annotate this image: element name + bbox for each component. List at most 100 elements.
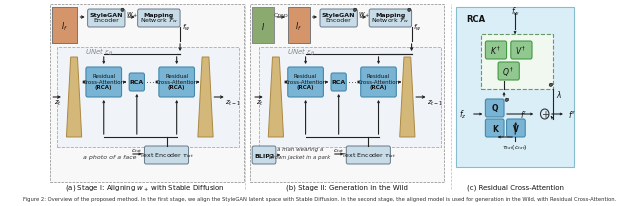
- Text: Residual: Residual: [92, 73, 115, 78]
- Bar: [288, 8, 310, 44]
- Text: a man wearing a: a man wearing a: [276, 147, 323, 152]
- Bar: [259, 48, 441, 147]
- Text: ···: ···: [146, 78, 155, 88]
- Text: (RCA): (RCA): [297, 85, 314, 90]
- Text: $\lambda$: $\lambda$: [556, 89, 562, 100]
- Text: $c_{txt}$: $c_{txt}$: [131, 146, 143, 154]
- Polygon shape: [400, 58, 415, 137]
- Text: Cross-Attention: Cross-Attention: [358, 79, 399, 84]
- Text: Mapping: Mapping: [144, 12, 174, 18]
- Text: Residual: Residual: [165, 73, 188, 78]
- Text: $c_{txt}$: $c_{txt}$: [333, 146, 344, 154]
- Text: (RCA): (RCA): [168, 85, 186, 90]
- FancyBboxPatch shape: [369, 10, 412, 28]
- Text: RCA: RCA: [466, 15, 485, 24]
- Bar: [408, 9, 410, 11]
- Text: BLIP2: BLIP2: [254, 153, 274, 158]
- Bar: [122, 9, 124, 11]
- FancyBboxPatch shape: [346, 146, 390, 164]
- Text: Encoder: Encoder: [326, 18, 351, 23]
- Text: StyleGAN: StyleGAN: [322, 12, 355, 18]
- FancyBboxPatch shape: [485, 99, 504, 117]
- Text: a photo of a face: a photo of a face: [83, 155, 136, 160]
- Text: $z_{t-1}$: $z_{t-1}$: [428, 98, 444, 107]
- Text: +: +: [541, 109, 548, 119]
- Bar: [252, 8, 274, 44]
- Text: Mapping: Mapping: [375, 12, 406, 18]
- FancyBboxPatch shape: [511, 42, 532, 60]
- Bar: [506, 98, 508, 100]
- Text: $I_f$: $I_f$: [296, 21, 302, 33]
- Text: Text Encoder $\tau_{txt}$: Text Encoder $\tau_{txt}$: [139, 151, 194, 160]
- FancyBboxPatch shape: [145, 146, 189, 164]
- FancyBboxPatch shape: [485, 42, 507, 60]
- FancyBboxPatch shape: [320, 10, 357, 28]
- Text: (a) Stage I: Aligning $\mathit{w}_+$ with Stable Diffusion: (a) Stage I: Aligning $\mathit{w}_+$ wit…: [65, 182, 225, 192]
- Text: brown jacket in a park: brown jacket in a park: [269, 155, 330, 160]
- Text: $f_z$: $f_z$: [459, 108, 467, 121]
- Text: Network $\mathcal{F}_w$: Network $\mathcal{F}_w$: [140, 16, 178, 25]
- Text: $w_+$: $w_+$: [125, 10, 138, 20]
- Text: (RCA): (RCA): [370, 85, 387, 90]
- FancyBboxPatch shape: [331, 74, 346, 91]
- FancyBboxPatch shape: [159, 68, 195, 97]
- Text: Residual: Residual: [367, 73, 390, 78]
- Text: StyleGAN: StyleGAN: [90, 12, 123, 18]
- Text: Cross-Attention: Cross-Attention: [156, 79, 198, 84]
- Text: Cross-Attention: Cross-Attention: [285, 79, 326, 84]
- FancyBboxPatch shape: [129, 74, 145, 91]
- Text: $Q^\dagger$: $Q^\dagger$: [502, 65, 515, 78]
- Bar: [57, 48, 239, 147]
- Bar: [550, 83, 552, 85]
- Text: Q: Q: [492, 104, 498, 113]
- FancyBboxPatch shape: [507, 119, 525, 137]
- Text: K: K: [492, 124, 498, 133]
- Text: V: V: [513, 124, 519, 133]
- Polygon shape: [198, 58, 213, 137]
- Text: (b) Stage II: Generation in the Wild: (b) Stage II: Generation in the Wild: [286, 184, 408, 190]
- FancyBboxPatch shape: [252, 146, 276, 164]
- Text: Crop: Crop: [274, 12, 289, 18]
- Polygon shape: [67, 58, 82, 137]
- Text: $f_w$: $f_w$: [511, 6, 520, 18]
- Bar: [250, 5, 444, 182]
- FancyBboxPatch shape: [138, 10, 180, 28]
- Text: $K^\dagger$: $K^\dagger$: [490, 44, 501, 57]
- Bar: [354, 9, 356, 11]
- Bar: [456, 8, 575, 167]
- Text: $I$: $I$: [261, 21, 265, 32]
- FancyBboxPatch shape: [498, 63, 519, 81]
- Text: (c) Residual Cross-Attention: (c) Residual Cross-Attention: [467, 184, 564, 190]
- Bar: [52, 8, 77, 44]
- Bar: [481, 35, 553, 90]
- Text: ···: ···: [348, 78, 356, 88]
- FancyBboxPatch shape: [86, 68, 122, 97]
- Bar: [52, 8, 77, 44]
- FancyBboxPatch shape: [485, 119, 504, 137]
- Text: Encoder: Encoder: [93, 18, 119, 23]
- FancyBboxPatch shape: [361, 68, 396, 97]
- Text: UNet $\epsilon_\theta$: UNet $\epsilon_\theta$: [287, 46, 316, 57]
- FancyBboxPatch shape: [288, 68, 323, 97]
- Text: (RCA): (RCA): [95, 85, 113, 90]
- Text: $z_t$: $z_t$: [256, 98, 264, 107]
- Text: Residual: Residual: [294, 73, 317, 78]
- Text: Network $\mathcal{F}_w$: Network $\mathcal{F}_w$: [371, 16, 410, 25]
- Text: RCA: RCA: [332, 80, 346, 85]
- Text: Cross-Attention: Cross-Attention: [83, 79, 125, 84]
- Text: $z_{t-1}$: $z_{t-1}$: [225, 98, 242, 107]
- Text: $V^\dagger$: $V^\dagger$: [515, 44, 527, 57]
- Text: $f''$: $f''$: [568, 109, 576, 120]
- Bar: [51, 5, 244, 182]
- Text: $f'$: $f'$: [520, 109, 527, 120]
- Text: $w_+$: $w_+$: [358, 10, 371, 20]
- Text: $f_w$: $f_w$: [182, 23, 190, 33]
- FancyBboxPatch shape: [88, 10, 125, 28]
- Text: Figure 2: Overview of the proposed method. In the first stage, we align the Styl: Figure 2: Overview of the proposed metho…: [24, 197, 616, 201]
- Text: UNet $\epsilon_\theta$: UNet $\epsilon_\theta$: [85, 46, 114, 57]
- Text: $\tau_{txt}(c_{txt})$: $\tau_{txt}(c_{txt})$: [502, 143, 528, 152]
- Text: Text Encoder $\tau_{txt}$: Text Encoder $\tau_{txt}$: [340, 151, 396, 160]
- Text: $z_t$: $z_t$: [54, 98, 62, 107]
- Text: RCA: RCA: [130, 80, 144, 85]
- Text: $f_w$: $f_w$: [413, 23, 422, 33]
